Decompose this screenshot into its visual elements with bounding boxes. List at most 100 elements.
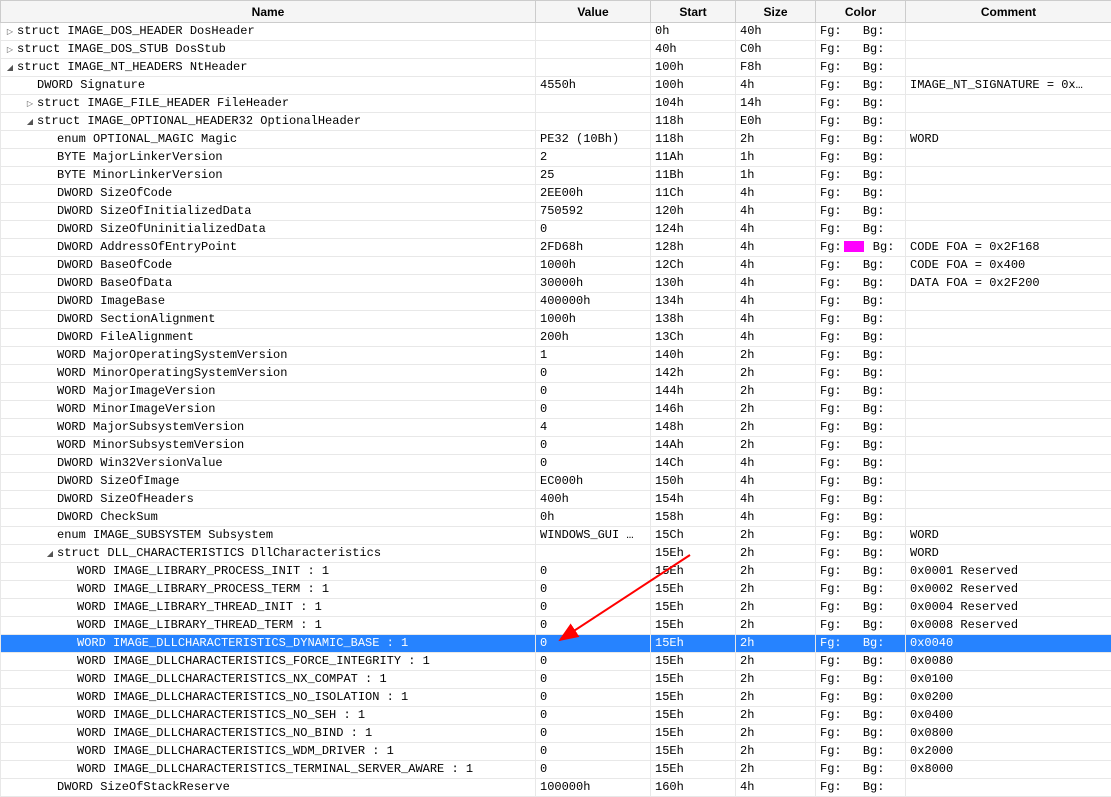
name-text: WORD MajorSubsystemVersion (57, 420, 244, 434)
expand-icon[interactable] (5, 28, 15, 38)
name-text: DWORD SizeOfHeaders (57, 492, 194, 506)
table-row[interactable]: WORD IMAGE_LIBRARY_THREAD_TERM : 1015Eh2… (1, 617, 1111, 635)
table-row[interactable]: DWORD SizeOfInitializedData750592120h4hF… (1, 203, 1111, 221)
cell-color: Fg: Bg: (816, 761, 906, 779)
cell-color: Fg: Bg: (816, 437, 906, 455)
name-text: WORD IMAGE_DLLCHARACTERISTICS_TERMINAL_S… (77, 762, 473, 776)
table-row[interactable]: WORD MinorSubsystemVersion014Ah2hFg: Bg: (1, 437, 1111, 455)
name-text: WORD IMAGE_LIBRARY_THREAD_TERM : 1 (77, 618, 322, 632)
table-row[interactable]: DWORD FileAlignment200h13Ch4hFg: Bg: (1, 329, 1111, 347)
table-row[interactable]: WORD MajorOperatingSystemVersion1140h2hF… (1, 347, 1111, 365)
expand-icon[interactable] (5, 46, 15, 56)
table-row[interactable]: DWORD SectionAlignment1000h138h4hFg: Bg: (1, 311, 1111, 329)
cell-start: 140h (651, 347, 736, 365)
table-row[interactable]: DWORD AddressOfEntryPoint2FD68h128h4hFg:… (1, 239, 1111, 257)
fg-label: Fg: (820, 96, 842, 110)
table-row[interactable]: WORD IMAGE_LIBRARY_PROCESS_INIT : 1015Eh… (1, 563, 1111, 581)
table-row[interactable]: WORD IMAGE_DLLCHARACTERISTICS_DYNAMIC_BA… (1, 635, 1111, 653)
cell-color: Fg: Bg: (816, 599, 906, 617)
header-name[interactable]: Name (1, 1, 536, 23)
cell-value: EC000h (536, 473, 651, 491)
table-row[interactable]: BYTE MinorLinkerVersion2511Bh1hFg: Bg: (1, 167, 1111, 185)
table-row[interactable]: WORD IMAGE_DLLCHARACTERISTICS_FORCE_INTE… (1, 653, 1111, 671)
header-size[interactable]: Size (736, 1, 816, 23)
cell-start: 11Ch (651, 185, 736, 203)
table-row[interactable]: WORD IMAGE_DLLCHARACTERISTICS_TERMINAL_S… (1, 761, 1111, 779)
fg-label: Fg: (820, 636, 842, 650)
table-row[interactable]: enum IMAGE_SUBSYSTEM SubsystemWINDOWS_GU… (1, 527, 1111, 545)
table-row[interactable]: DWORD SizeOfStackReserve100000h160h4hFg:… (1, 779, 1111, 797)
table-row[interactable]: DWORD BaseOfData30000h130h4hFg: Bg:DATA … (1, 275, 1111, 293)
table-row[interactable]: WORD IMAGE_DLLCHARACTERISTICS_WDM_DRIVER… (1, 743, 1111, 761)
cell-comment: 0x0040 (906, 635, 1111, 653)
table-row[interactable]: WORD IMAGE_DLLCHARACTERISTICS_NO_SEH : 1… (1, 707, 1111, 725)
table-row[interactable]: DWORD SizeOfCode2EE00h11Ch4hFg: Bg: (1, 185, 1111, 203)
table-row[interactable]: struct IMAGE_OPTIONAL_HEADER32 OptionalH… (1, 113, 1111, 131)
table-row[interactable]: WORD MajorSubsystemVersion4148h2hFg: Bg: (1, 419, 1111, 437)
bg-label: Bg: (863, 762, 885, 776)
header-color[interactable]: Color (816, 1, 906, 23)
collapse-icon[interactable] (45, 550, 55, 560)
cell-name: WORD IMAGE_LIBRARY_PROCESS_INIT : 1 (1, 563, 536, 581)
cell-start: 15Eh (651, 617, 736, 635)
header-comment[interactable]: Comment (906, 1, 1111, 23)
bg-label: Bg: (863, 618, 885, 632)
cell-value: 0 (536, 761, 651, 779)
bg-label: Bg: (863, 258, 885, 272)
cell-value (536, 113, 651, 131)
cell-start: 15Eh (651, 725, 736, 743)
table-row[interactable]: WORD MinorImageVersion0146h2hFg: Bg: (1, 401, 1111, 419)
table-row[interactable]: struct DLL_CHARACTERISTICS DllCharacteri… (1, 545, 1111, 563)
cell-comment (906, 113, 1111, 131)
table-row[interactable]: struct IMAGE_NT_HEADERS NtHeader100hF8hF… (1, 59, 1111, 77)
header-value[interactable]: Value (536, 1, 651, 23)
table-row[interactable]: WORD IMAGE_DLLCHARACTERISTICS_NX_COMPAT … (1, 671, 1111, 689)
cell-size: 4h (736, 275, 816, 293)
table-row[interactable]: BYTE MajorLinkerVersion211Ah1hFg: Bg: (1, 149, 1111, 167)
table-row[interactable]: struct IMAGE_DOS_STUB DosStub40hC0hFg: B… (1, 41, 1111, 59)
fg-label: Fg: (820, 528, 842, 542)
table-row[interactable]: DWORD ImageBase400000h134h4hFg: Bg: (1, 293, 1111, 311)
fg-label: Fg: (820, 42, 842, 56)
table-row[interactable]: DWORD SizeOfImageEC000h150h4hFg: Bg: (1, 473, 1111, 491)
cell-size: 4h (736, 473, 816, 491)
cell-comment (906, 149, 1111, 167)
bg-label: Bg: (863, 564, 885, 578)
table-row[interactable]: DWORD Signature4550h100h4hFg: Bg:IMAGE_N… (1, 77, 1111, 95)
table-row[interactable]: WORD IMAGE_DLLCHARACTERISTICS_NO_ISOLATI… (1, 689, 1111, 707)
bg-label: Bg: (863, 690, 885, 704)
cell-size: 2h (736, 761, 816, 779)
table-row[interactable]: DWORD CheckSum0h158h4hFg: Bg: (1, 509, 1111, 527)
table-row[interactable]: DWORD SizeOfHeaders400h154h4hFg: Bg: (1, 491, 1111, 509)
cell-name: WORD MinorImageVersion (1, 401, 536, 419)
cell-comment (906, 329, 1111, 347)
cell-comment (906, 185, 1111, 203)
table-row[interactable]: DWORD Win32VersionValue014Ch4hFg: Bg: (1, 455, 1111, 473)
bg-label: Bg: (863, 474, 885, 488)
cell-value: 25 (536, 167, 651, 185)
fg-label: Fg: (820, 690, 842, 704)
cell-comment: CODE FOA = 0x2F168 (906, 239, 1111, 257)
table-row[interactable]: struct IMAGE_DOS_HEADER DosHeader0h40hFg… (1, 23, 1111, 41)
cell-comment: CODE FOA = 0x400 (906, 257, 1111, 275)
expand-icon[interactable] (25, 100, 35, 110)
header-start[interactable]: Start (651, 1, 736, 23)
table-row[interactable]: struct IMAGE_FILE_HEADER FileHeader104h1… (1, 95, 1111, 113)
cell-name: struct IMAGE_NT_HEADERS NtHeader (1, 59, 536, 77)
table-row[interactable]: DWORD SizeOfUninitializedData0124h4hFg: … (1, 221, 1111, 239)
table-row[interactable]: WORD IMAGE_LIBRARY_PROCESS_TERM : 1015Eh… (1, 581, 1111, 599)
table-row[interactable]: WORD IMAGE_DLLCHARACTERISTICS_NO_BIND : … (1, 725, 1111, 743)
table-row[interactable]: DWORD BaseOfCode1000h12Ch4hFg: Bg:CODE F… (1, 257, 1111, 275)
fg-label: Fg: (820, 510, 842, 524)
collapse-icon[interactable] (25, 118, 35, 128)
bg-label: Bg: (863, 330, 885, 344)
name-text: DWORD SizeOfImage (57, 474, 179, 488)
cell-start: 14Ch (651, 455, 736, 473)
table-row[interactable]: WORD MajorImageVersion0144h2hFg: Bg: (1, 383, 1111, 401)
table-row[interactable]: WORD IMAGE_LIBRARY_THREAD_INIT : 1015Eh2… (1, 599, 1111, 617)
table-row[interactable]: WORD MinorOperatingSystemVersion0142h2hF… (1, 365, 1111, 383)
table-row[interactable]: enum OPTIONAL_MAGIC MagicPE32 (10Bh)118h… (1, 131, 1111, 149)
cell-start: 15Eh (651, 689, 736, 707)
cell-size: C0h (736, 41, 816, 59)
collapse-icon[interactable] (5, 64, 15, 74)
